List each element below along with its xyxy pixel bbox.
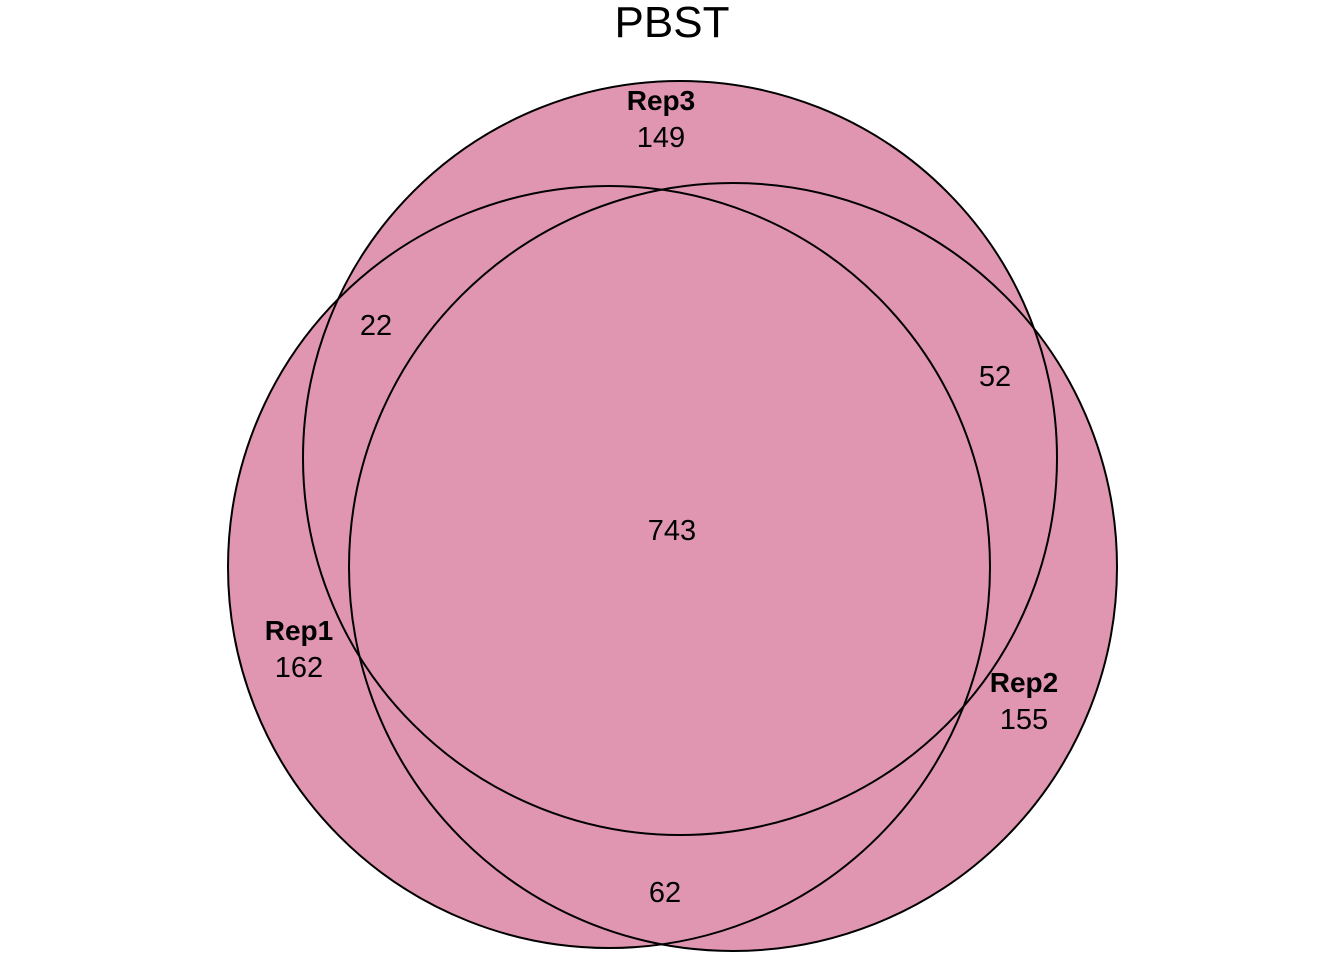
rep2-circle-fill <box>349 183 1117 951</box>
diagram-title: PBST <box>615 0 730 47</box>
rep1-circle <box>227 185 991 949</box>
rep2-circle <box>348 182 1118 952</box>
rep2-label: Rep2 <box>990 667 1058 698</box>
rep1-label: Rep1 <box>265 615 333 646</box>
all-three-count: 743 <box>648 515 696 547</box>
rep2-rep3-count: 52 <box>979 361 1011 393</box>
rep1-rep2-count: 62 <box>649 877 681 909</box>
rep1-rep3-count: 22 <box>360 310 392 342</box>
rep2-unique-count: 155 <box>1000 704 1048 736</box>
rep3-circle <box>302 80 1058 836</box>
rep3-unique-count: 149 <box>637 122 685 154</box>
circle-fills <box>228 81 1117 951</box>
rep3-label: Rep3 <box>627 85 695 116</box>
rep1-unique-count: 162 <box>275 652 323 684</box>
circle-outlines <box>227 80 1118 952</box>
